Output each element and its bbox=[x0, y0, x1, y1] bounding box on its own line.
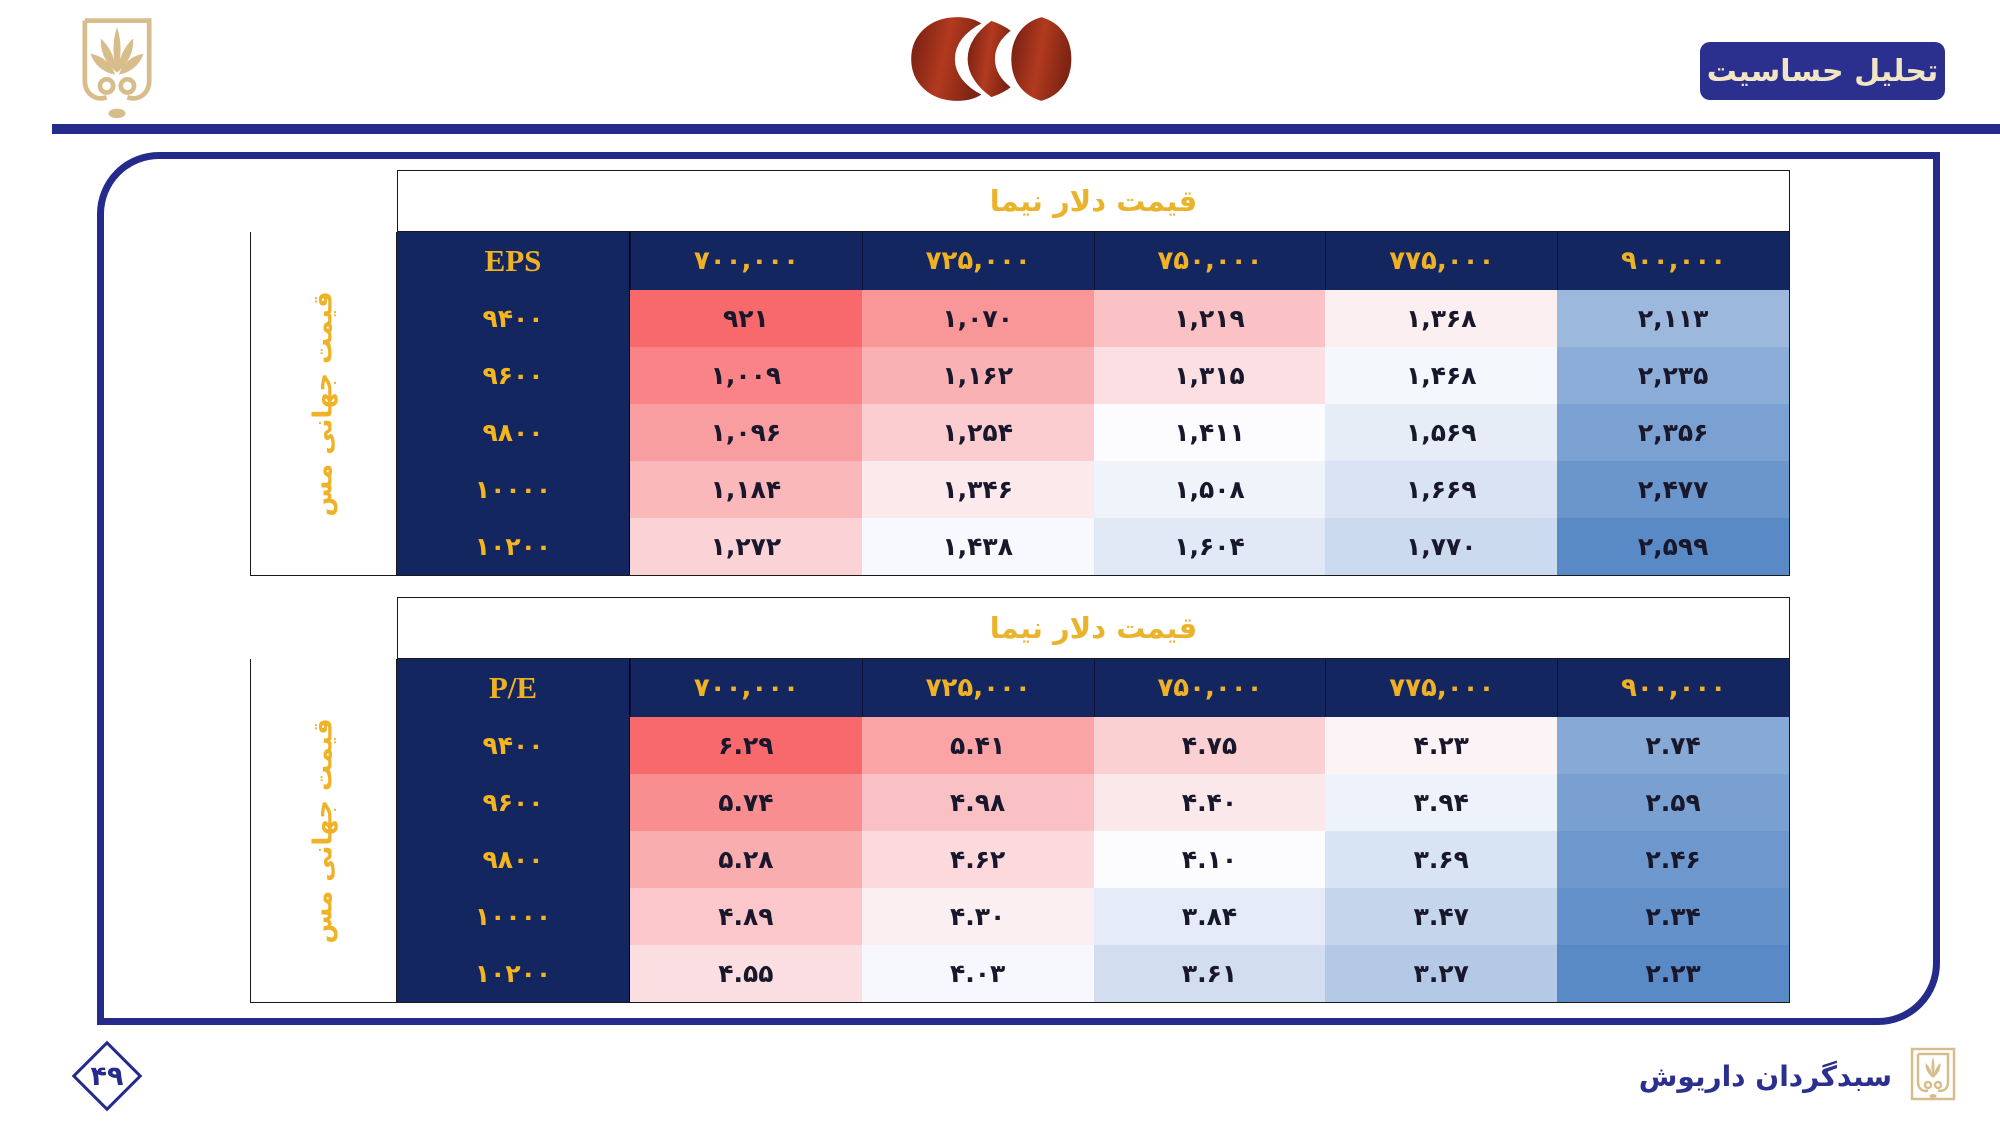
column-header: ۷۲۵,۰۰۰ bbox=[861, 659, 1094, 717]
data-cell: ۴.۳۰ bbox=[861, 888, 1094, 945]
data-cell: ۳.۶۹ bbox=[1325, 831, 1558, 888]
data-cell: ۱,۳۶۸ bbox=[1325, 290, 1558, 347]
table-title: قیمت دلار نیما bbox=[397, 170, 1790, 232]
data-cell: ۲.۴۶ bbox=[1557, 831, 1789, 888]
row-header: ۹۶۰۰ bbox=[397, 347, 630, 404]
data-cell: ۳.۶۱ bbox=[1093, 945, 1326, 1002]
data-cell: ۳.۴۷ bbox=[1325, 888, 1558, 945]
data-cell: ۴.۲۳ bbox=[1325, 717, 1558, 774]
gold-palmette-emblem-icon bbox=[58, 14, 176, 120]
column-header: ۷۷۵,۰۰۰ bbox=[1325, 232, 1558, 290]
data-cell: ۴.۷۵ bbox=[1093, 717, 1326, 774]
data-cell: ۵.۷۴ bbox=[630, 774, 862, 831]
data-cell: ۴.۸۹ bbox=[630, 888, 862, 945]
row-header: ۹۶۰۰ bbox=[397, 774, 630, 831]
column-header: ۹۰۰,۰۰۰ bbox=[1557, 232, 1789, 290]
row-axis-label-box: قیمت جهانی مس bbox=[250, 659, 397, 1003]
data-cell: ۱,۷۷۰ bbox=[1325, 518, 1558, 575]
eps-sensitivity-table: قیمت دلار نیما قیمت جهانی مس EPS ۷۰۰,۰۰۰ ۷… bbox=[250, 170, 1790, 576]
heatmap-grid: EPS ۷۰۰,۰۰۰ ۷۲۵,۰۰۰ ۷۵۰,۰۰۰ ۷۷۵,۰۰۰ ۹۰۰,۰۰۰ ۹۴… bbox=[397, 232, 1790, 576]
table-title: قیمت دلار نیما bbox=[397, 597, 1790, 659]
data-cell: ۱,۲۵۴ bbox=[861, 404, 1094, 461]
slide-title-text: تحلیل حساسیت bbox=[1706, 53, 1939, 89]
column-header: ۷۰۰,۰۰۰ bbox=[630, 659, 862, 717]
data-cell: ۳.۹۴ bbox=[1325, 774, 1558, 831]
data-cell: ۱,۵۶۹ bbox=[1325, 404, 1558, 461]
data-cell: ۱,۵۰۸ bbox=[1093, 461, 1326, 518]
data-cell: ۴.۱۰ bbox=[1093, 831, 1326, 888]
data-cell: ۵.۴۱ bbox=[861, 717, 1094, 774]
data-cell: ۲,۴۷۷ bbox=[1557, 461, 1789, 518]
data-cell: ۳.۲۷ bbox=[1325, 945, 1558, 1002]
data-cell: ۴.۹۸ bbox=[861, 774, 1094, 831]
row-axis-label-text: قیمت جهانی مس bbox=[308, 717, 339, 944]
page-number: ۴۹ bbox=[90, 1060, 124, 1092]
copper-company-swirl-logo-icon bbox=[903, 12, 1085, 106]
data-cell: ۱,۲۷۲ bbox=[630, 518, 862, 575]
data-cell: ۱,۲۱۹ bbox=[1093, 290, 1326, 347]
data-cell: ۱,۳۴۶ bbox=[861, 461, 1094, 518]
data-cell: ۲,۳۵۶ bbox=[1557, 404, 1789, 461]
data-cell: ۱,۰۰۹ bbox=[630, 347, 862, 404]
column-header: ۷۷۵,۰۰۰ bbox=[1325, 659, 1558, 717]
data-cell: ۳.۸۴ bbox=[1093, 888, 1326, 945]
data-cell: ۲.۲۳ bbox=[1557, 945, 1789, 1002]
row-header: ۹۸۰۰ bbox=[397, 831, 630, 888]
row-header: ۱۰۰۰۰ bbox=[397, 461, 630, 518]
row-header: ۱۰۰۰۰ bbox=[397, 888, 630, 945]
corner-label: P/E bbox=[397, 659, 630, 717]
heatmap-grid: P/E ۷۰۰,۰۰۰ ۷۲۵,۰۰۰ ۷۵۰,۰۰۰ ۷۷۵,۰۰۰ ۹۰۰,۰۰۰ ۹۴… bbox=[397, 659, 1790, 1003]
data-cell: ۲.۷۴ bbox=[1557, 717, 1789, 774]
data-cell: ۱,۰۹۶ bbox=[630, 404, 862, 461]
column-header: ۷۵۰,۰۰۰ bbox=[1093, 232, 1326, 290]
data-cell: ۴.۰۳ bbox=[861, 945, 1094, 1002]
row-axis-label-text: قیمت جهانی مس bbox=[308, 290, 339, 517]
header-divider bbox=[52, 124, 2000, 134]
data-cell: ۴.۶۲ bbox=[861, 831, 1094, 888]
row-header: ۱۰۲۰۰ bbox=[397, 518, 630, 575]
row-header: ۹۸۰۰ bbox=[397, 404, 630, 461]
data-cell: ۴.۵۵ bbox=[630, 945, 862, 1002]
page-number-diamond: ۴۹ bbox=[71, 1040, 143, 1112]
data-cell: ۶.۲۹ bbox=[630, 717, 862, 774]
row-header: ۹۴۰۰ bbox=[397, 290, 630, 347]
data-cell: ۴.۴۰ bbox=[1093, 774, 1326, 831]
company-name: سبدگردان داریوش bbox=[1638, 1059, 1892, 1093]
column-header: ۷۵۰,۰۰۰ bbox=[1093, 659, 1326, 717]
column-header: ۷۲۵,۰۰۰ bbox=[861, 232, 1094, 290]
slide-title-badge: تحلیل حساسیت bbox=[1700, 42, 1945, 100]
data-cell: ۱,۱۸۴ bbox=[630, 461, 862, 518]
data-cell: ۱,۰۷۰ bbox=[861, 290, 1094, 347]
row-axis-label-box: قیمت جهانی مس bbox=[250, 232, 397, 576]
data-cell: ۱,۱۶۲ bbox=[861, 347, 1094, 404]
data-cell: ۲.۳۴ bbox=[1557, 888, 1789, 945]
data-cell: ۱,۴۶۸ bbox=[1325, 347, 1558, 404]
column-header: ۷۰۰,۰۰۰ bbox=[630, 232, 862, 290]
data-cell: ۱,۴۳۸ bbox=[861, 518, 1094, 575]
data-cell: ۱,۳۱۵ bbox=[1093, 347, 1326, 404]
data-cell: ۲.۵۹ bbox=[1557, 774, 1789, 831]
row-header: ۱۰۲۰۰ bbox=[397, 945, 630, 1002]
pe-sensitivity-table: قیمت دلار نیما قیمت جهانی مس P/E ۷۰۰,۰۰۰ ۷… bbox=[250, 597, 1790, 1003]
table-title-text: قیمت دلار نیما bbox=[989, 184, 1198, 218]
data-cell: ۲,۲۳۵ bbox=[1557, 347, 1789, 404]
content-frame bbox=[97, 152, 1940, 1025]
data-cell: ۲,۵۹۹ bbox=[1557, 518, 1789, 575]
corner-label: EPS bbox=[397, 232, 630, 290]
data-cell: ۱,۶۰۴ bbox=[1093, 518, 1326, 575]
column-header: ۹۰۰,۰۰۰ bbox=[1557, 659, 1789, 717]
data-cell: ۹۲۱ bbox=[630, 290, 862, 347]
data-cell: ۵.۲۸ bbox=[630, 831, 862, 888]
footer-brand: سبدگردان داریوش bbox=[1639, 1046, 1958, 1106]
data-cell: ۲,۱۱۳ bbox=[1557, 290, 1789, 347]
data-cell: ۱,۴۱۱ bbox=[1093, 404, 1326, 461]
data-cell: ۱,۶۶۹ bbox=[1325, 461, 1558, 518]
row-header: ۹۴۰۰ bbox=[397, 717, 630, 774]
table-title-text: قیمت دلار نیما bbox=[989, 611, 1198, 645]
gold-palmette-emblem-icon bbox=[1908, 1046, 1958, 1106]
